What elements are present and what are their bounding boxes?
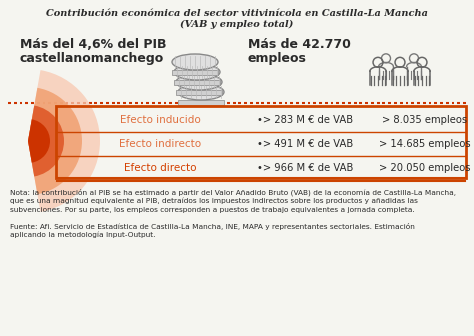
Text: que es una magnitud equivalente al PIB, detraídos los impuestos indirectos sobre: que es una magnitud equivalente al PIB, … [10,198,418,204]
Text: •> 966 M € de VAB: •> 966 M € de VAB [257,163,353,173]
Ellipse shape [174,64,220,80]
Wedge shape [28,70,100,212]
Text: Efecto indirecto: Efecto indirecto [119,139,201,149]
Text: Más de 42.770: Más de 42.770 [248,38,351,51]
Text: > 14.685 empleos: > 14.685 empleos [379,139,471,149]
Text: > 8.035 empleos: > 8.035 empleos [383,115,467,125]
Text: Nota: la contribución al PIB se ha estimado a partir del Valor Añadido Bruto (VA: Nota: la contribución al PIB se ha estim… [10,188,456,196]
Text: •> 491 M € de VAB: •> 491 M € de VAB [257,139,353,149]
Text: subvenciones. Por su parte, los empleos corresponden a puestos de trabajo equiva: subvenciones. Por su parte, los empleos … [10,207,415,213]
Ellipse shape [178,84,224,100]
Text: > 20.050 empleos: > 20.050 empleos [379,163,471,173]
Wedge shape [28,119,50,163]
Wedge shape [28,106,64,176]
FancyBboxPatch shape [174,80,220,85]
Text: Contribución económica del sector vitivinícola en Castilla-La Mancha: Contribución económica del sector vitivi… [46,9,428,18]
Text: Más del 4,6% del PIB: Más del 4,6% del PIB [20,38,166,51]
Text: aplicando la metodología Input-Output.: aplicando la metodología Input-Output. [10,232,155,239]
Text: Fuente: Afi. Servicio de Estadística de Castilla-La Mancha, INE, MAPA y represen: Fuente: Afi. Servicio de Estadística de … [10,222,415,229]
Ellipse shape [172,54,218,70]
Text: •> 283 M € de VAB: •> 283 M € de VAB [257,115,353,125]
Wedge shape [28,88,82,194]
Text: empleos: empleos [248,52,307,65]
FancyBboxPatch shape [172,70,218,75]
Text: (VAB y empleo total): (VAB y empleo total) [180,20,294,29]
Ellipse shape [176,74,222,90]
Text: Efecto inducido: Efecto inducido [119,115,201,125]
FancyBboxPatch shape [176,90,222,95]
Text: castellanomanchego: castellanomanchego [20,52,164,65]
FancyBboxPatch shape [178,100,224,105]
Text: Efecto directo: Efecto directo [124,163,196,173]
